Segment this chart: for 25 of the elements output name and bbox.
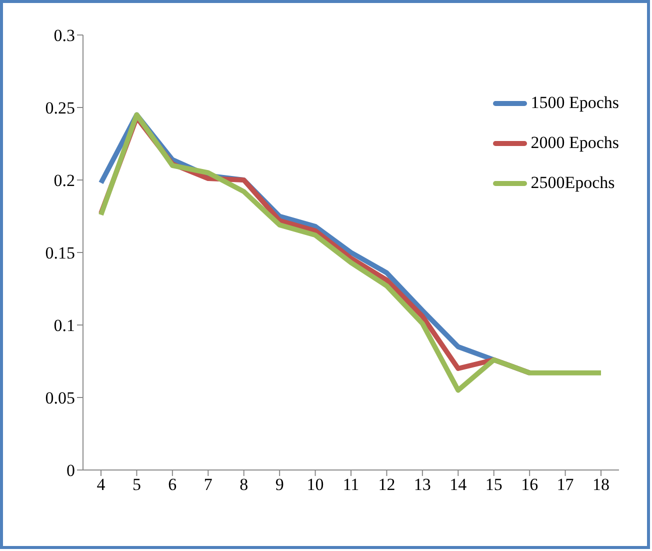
x-tick-label: 18 <box>592 475 610 494</box>
y-tick-label: 0.25 <box>45 98 75 118</box>
x-tick-label: 7 <box>204 475 213 494</box>
y-tick-label: 0 <box>66 461 75 480</box>
y-tick-label: 0.05 <box>45 388 75 408</box>
x-tick-label: 6 <box>168 475 177 494</box>
legend-label: 2000 Epochs <box>530 133 619 153</box>
x-tick-label: 10 <box>306 475 324 494</box>
x-tick-label: 4 <box>96 475 106 494</box>
x-tick-label: 8 <box>240 475 248 494</box>
x-tick-label: 5 <box>132 475 141 494</box>
x-tick-label: 14 <box>450 475 468 494</box>
x-tick-label: 12 <box>378 475 396 494</box>
y-tick-label: 0.3 <box>54 26 75 46</box>
legend-label: 1500 Epochs <box>530 93 619 113</box>
x-tick-label: 9 <box>275 475 284 494</box>
y-tick-label: 0.1 <box>54 316 75 336</box>
legend-label: 2500Epochs <box>530 173 615 193</box>
x-tick-label: 16 <box>521 475 538 494</box>
x-tick-label: 17 <box>556 475 574 494</box>
x-tick-label: 11 <box>342 475 360 494</box>
x-tick-label: 13 <box>414 475 431 494</box>
y-tick-label: 0.15 <box>45 244 75 263</box>
y-tick-label: 0.2 <box>54 171 75 190</box>
x-tick-label: 15 <box>485 475 502 494</box>
